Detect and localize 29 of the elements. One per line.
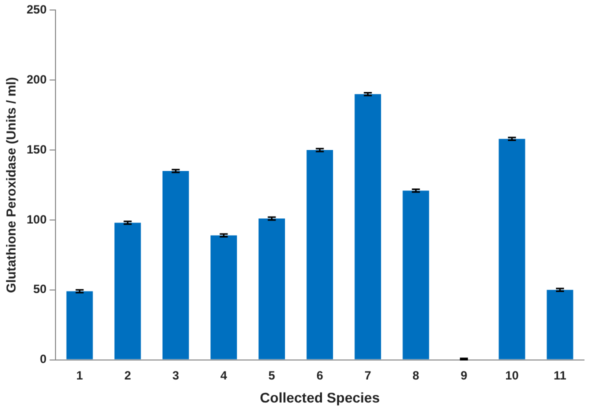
- y-tick-label: 150: [26, 142, 47, 156]
- bar: [546, 290, 574, 360]
- x-tick-label: 6: [316, 368, 324, 382]
- bar: [210, 235, 237, 360]
- y-tick-label: 200: [26, 72, 47, 86]
- bar: [306, 150, 334, 360]
- y-axis-title: Glutathione Peroxidase (Units / ml): [3, 77, 18, 293]
- y-tick-label: 0: [40, 352, 47, 366]
- bar: [114, 222, 141, 360]
- bar: [402, 190, 430, 360]
- bar: [162, 171, 189, 360]
- bar: [258, 218, 285, 360]
- bar: [354, 94, 382, 360]
- bar: [498, 138, 526, 360]
- x-tick-label: 11: [554, 368, 567, 382]
- x-axis-title: Collected Species: [260, 389, 380, 406]
- x-tick-label: 9: [460, 368, 468, 382]
- y-tick-label: 50: [33, 282, 47, 296]
- x-tick-label: 3: [172, 368, 180, 382]
- bar: [66, 291, 93, 360]
- x-tick-label: 1: [76, 368, 84, 382]
- x-tick-label: 2: [124, 368, 132, 382]
- x-tick-label: 10: [505, 368, 519, 382]
- x-tick-label: 5: [268, 368, 276, 382]
- x-tick-label: 4: [220, 368, 228, 382]
- x-tick-label: 8: [412, 368, 420, 382]
- x-tick-label: 7: [364, 368, 372, 382]
- y-tick-label: 250: [26, 2, 47, 17]
- y-tick-label: 100: [26, 212, 47, 226]
